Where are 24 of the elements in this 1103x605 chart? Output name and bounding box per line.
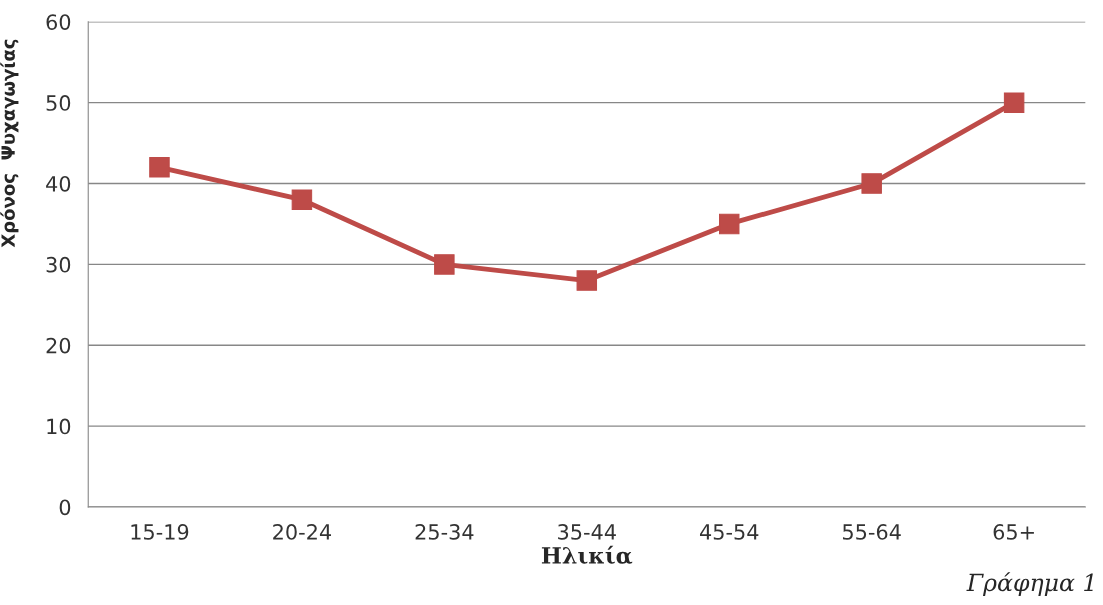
- x-tick-label: 25-34: [415, 524, 474, 540]
- point: [434, 254, 455, 275]
- y-tick-label: 60: [46, 14, 71, 30]
- point: [719, 213, 740, 235]
- x-axis-title: Ηλικία: [541, 545, 633, 564]
- y-tick-label: 40: [46, 175, 71, 192]
- y-tick-label: 20: [46, 337, 71, 354]
- x-tick-label: 45-54: [699, 524, 759, 540]
- y-tick-label: 30: [46, 256, 71, 273]
- x-tick-label: 35-44: [558, 524, 616, 540]
- point: [861, 173, 882, 194]
- y-axis-title: Χρόνος Ψυχαγωγίας: [0, 39, 19, 248]
- x-tick-label: 65+: [993, 524, 1034, 540]
- x-tick-label: 20-24: [273, 524, 332, 540]
- text: Γράφημα 1: [966, 572, 1093, 596]
- point: [1003, 92, 1025, 113]
- point: [576, 270, 598, 291]
- y-tick-label: 10: [47, 418, 71, 435]
- y-tick-label: 0: [59, 499, 71, 516]
- x-tick-label: 55-64: [843, 524, 901, 540]
- point: [291, 189, 313, 210]
- y-tick-label: 50: [46, 95, 71, 111]
- point: [149, 157, 170, 178]
- x-tick-label: 15-19: [131, 524, 189, 540]
